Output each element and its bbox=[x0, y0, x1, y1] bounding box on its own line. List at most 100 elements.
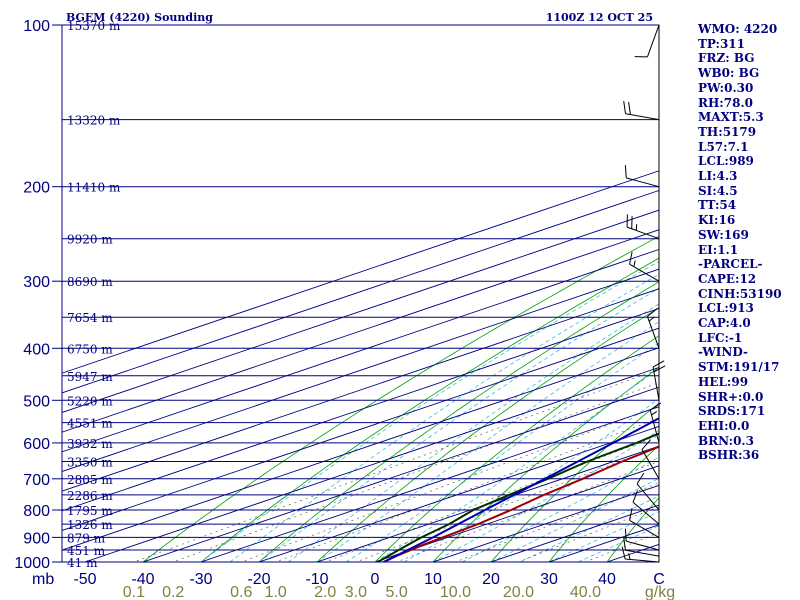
isotherm-line bbox=[62, 209, 659, 413]
index-item: SRDS:171 bbox=[698, 404, 766, 419]
dewpoint-profile bbox=[376, 432, 659, 562]
wind-barb bbox=[649, 402, 662, 444]
isotherm-line bbox=[373, 465, 659, 562]
wind-barb-half-feather bbox=[651, 410, 658, 416]
parcel-profile bbox=[382, 417, 659, 562]
wind-barb bbox=[652, 360, 666, 401]
height-label: 15370 m bbox=[67, 19, 121, 33]
mixing-ratio-label: 0.1 bbox=[123, 584, 145, 600]
dry-adiabat-line bbox=[200, 257, 659, 562]
wind-barb bbox=[629, 251, 660, 282]
height-label: 9920 m bbox=[67, 233, 113, 247]
wind-barb-staff bbox=[629, 519, 660, 538]
wind-barb-feather bbox=[636, 472, 645, 485]
mixing-ratio-line bbox=[132, 368, 659, 562]
mixing-ratio-label: 0.2 bbox=[162, 584, 184, 600]
mixing-ratio-unit-label: g/kg bbox=[645, 584, 675, 600]
index-item: LCL:989 bbox=[698, 154, 754, 169]
pressure-label: 700 bbox=[23, 472, 50, 489]
dry-adiabat-line bbox=[490, 402, 659, 562]
sounding-profiles bbox=[376, 417, 659, 562]
index-item: KI:16 bbox=[698, 213, 736, 228]
wind-barb-staff bbox=[636, 483, 660, 511]
pressure-label: 400 bbox=[23, 341, 50, 358]
height-label: 13320 m bbox=[67, 114, 121, 128]
moist-adiabat-line bbox=[287, 303, 659, 562]
pressure-label: 900 bbox=[23, 530, 50, 547]
sounding-indices-list: WMO: 4220 TP:311 FRZ: BG WB0: BG PW:0.30 RH:7… bbox=[698, 22, 798, 463]
height-label: 4551 m bbox=[67, 417, 113, 431]
isotherm-line bbox=[62, 347, 659, 551]
wind-barb-feather bbox=[629, 251, 633, 265]
wind-barb-half-feather bbox=[648, 316, 655, 322]
wind-barb bbox=[641, 439, 660, 480]
chart-title: BGEM (4220) Sounding bbox=[66, 11, 213, 24]
index-item: STM:191/17 bbox=[698, 360, 780, 375]
pressure-label: 200 bbox=[23, 180, 50, 197]
wind-barb-staff bbox=[625, 558, 660, 563]
wind-barb-feather bbox=[624, 165, 627, 178]
temperature-tick-label: -30 bbox=[189, 571, 212, 588]
height-label: 7654 m bbox=[67, 311, 113, 325]
pressure-label: 100 bbox=[23, 18, 50, 35]
height-label: 6750 m bbox=[67, 342, 113, 356]
wind-barb-staff bbox=[626, 177, 660, 188]
pressure-label: 300 bbox=[23, 274, 50, 291]
wind-barb-feather bbox=[652, 360, 665, 368]
isotherm-line bbox=[62, 307, 659, 512]
wind-barb-staff bbox=[646, 316, 660, 349]
wind-barb-feather bbox=[653, 365, 666, 373]
wind-barb bbox=[636, 472, 660, 511]
mixing-ratio-label: 3.0 bbox=[345, 584, 367, 600]
height-label: 3350 m bbox=[67, 456, 113, 470]
wind-barb-feather bbox=[632, 490, 639, 503]
wind-barb bbox=[624, 165, 660, 188]
temperature-tick-label: 30 bbox=[540, 571, 558, 588]
height-label: 2805 m bbox=[67, 473, 113, 487]
temperature-tick-label: 0 bbox=[371, 571, 380, 588]
height-label: 1795 m bbox=[67, 504, 113, 518]
mixing-ratio-line bbox=[240, 405, 659, 562]
wind-barb-feather bbox=[647, 308, 658, 317]
temperature-tick-label: 20 bbox=[482, 571, 500, 588]
mixing-ratio-label: 2.0 bbox=[314, 584, 336, 600]
isotherm-line bbox=[62, 170, 659, 374]
mixing-ratio-line bbox=[172, 382, 659, 562]
isotherm-line bbox=[62, 268, 659, 472]
index-item: -WIND- bbox=[698, 345, 748, 360]
wind-barb-staff bbox=[632, 501, 660, 525]
index-item: CAPE:12 bbox=[698, 271, 757, 286]
temperature-tick-label: -10 bbox=[305, 571, 328, 588]
height-label: 1326 m bbox=[67, 518, 113, 532]
isotherm-line bbox=[199, 406, 659, 562]
height-label: 879 m bbox=[67, 531, 106, 545]
wind-barb-staff bbox=[625, 549, 660, 557]
isotherm-line bbox=[62, 327, 659, 531]
mixing-ratio-label: 40.0 bbox=[570, 584, 601, 600]
mixing-ratio-label: 20.0 bbox=[503, 584, 534, 600]
wind-barb bbox=[621, 546, 660, 563]
index-item: EI:1.1 bbox=[698, 242, 739, 257]
dry-adiabat-line bbox=[258, 281, 659, 562]
height-label: 11410 m bbox=[67, 181, 121, 195]
height-label: 41 m bbox=[67, 556, 98, 570]
wind-barb-staff bbox=[652, 366, 660, 401]
wind-barb-staff bbox=[641, 449, 660, 480]
moist-adiabat-line bbox=[258, 287, 659, 562]
wind-barb bbox=[624, 528, 660, 551]
height-label: 5947 m bbox=[67, 370, 113, 384]
wind-barb-feather bbox=[623, 537, 626, 551]
index-item: SHR+:0.0 bbox=[698, 389, 764, 404]
wind-barb-staff bbox=[629, 263, 660, 282]
height-label: 451 m bbox=[67, 544, 106, 558]
pressure-label: 1000 bbox=[14, 555, 50, 572]
wind-barb-half-feather bbox=[633, 260, 636, 267]
mixing-ratio-label: 5.0 bbox=[385, 584, 407, 600]
pressure-label: 800 bbox=[23, 503, 50, 520]
index-item: SI:4.5 bbox=[698, 183, 738, 198]
valid-time: 1100Z 12 OCT 25 bbox=[546, 11, 653, 24]
index-item: CAP:4.0 bbox=[698, 316, 751, 331]
wind-barb-staff bbox=[646, 24, 660, 58]
wind-barb-staff bbox=[625, 113, 660, 121]
